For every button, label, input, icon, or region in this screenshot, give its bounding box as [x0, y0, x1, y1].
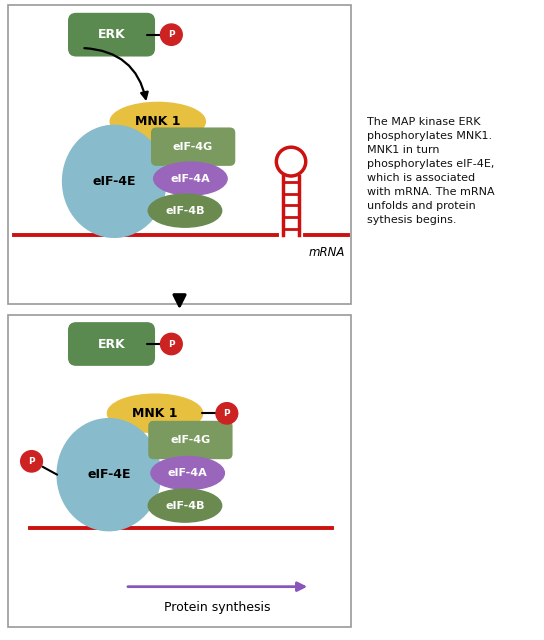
- Circle shape: [160, 24, 182, 45]
- Ellipse shape: [63, 125, 166, 237]
- Text: mRNA: mRNA: [309, 246, 345, 259]
- FancyBboxPatch shape: [151, 127, 236, 166]
- Text: eIF-4B: eIF-4B: [165, 500, 205, 511]
- Text: P: P: [168, 30, 175, 39]
- Text: eIF-4B: eIF-4B: [165, 205, 205, 216]
- Ellipse shape: [57, 419, 160, 531]
- Text: MNK 1: MNK 1: [135, 115, 181, 128]
- FancyBboxPatch shape: [68, 322, 155, 366]
- Circle shape: [216, 403, 238, 424]
- FancyBboxPatch shape: [68, 13, 155, 56]
- Text: eIF-4E: eIF-4E: [92, 175, 136, 188]
- FancyBboxPatch shape: [8, 5, 351, 304]
- Text: P: P: [224, 409, 230, 418]
- Text: ERK: ERK: [97, 28, 126, 41]
- FancyBboxPatch shape: [8, 315, 351, 627]
- Text: Protein synthesis: Protein synthesis: [164, 602, 271, 614]
- Text: eIF-4E: eIF-4E: [87, 468, 131, 481]
- Ellipse shape: [151, 456, 225, 490]
- Ellipse shape: [108, 394, 203, 433]
- Ellipse shape: [148, 194, 222, 227]
- Text: P: P: [168, 339, 175, 349]
- Ellipse shape: [110, 102, 206, 141]
- Text: eIF-4A: eIF-4A: [170, 173, 211, 184]
- Text: eIF-4A: eIF-4A: [168, 468, 208, 478]
- Ellipse shape: [148, 489, 222, 522]
- Ellipse shape: [154, 162, 227, 195]
- Text: MNK 1: MNK 1: [132, 407, 178, 420]
- FancyBboxPatch shape: [148, 421, 233, 460]
- Text: ERK: ERK: [97, 337, 126, 351]
- Text: P: P: [28, 457, 35, 466]
- Text: eIF-4G: eIF-4G: [173, 141, 213, 152]
- Text: eIF-4G: eIF-4G: [170, 435, 211, 445]
- Circle shape: [21, 451, 42, 472]
- Text: The MAP kinase ERK
phosphorylates MNK1.
MNK1 in turn
phosphorylates eIF-4E,
whic: The MAP kinase ERK phosphorylates MNK1. …: [367, 117, 495, 225]
- Circle shape: [160, 333, 182, 355]
